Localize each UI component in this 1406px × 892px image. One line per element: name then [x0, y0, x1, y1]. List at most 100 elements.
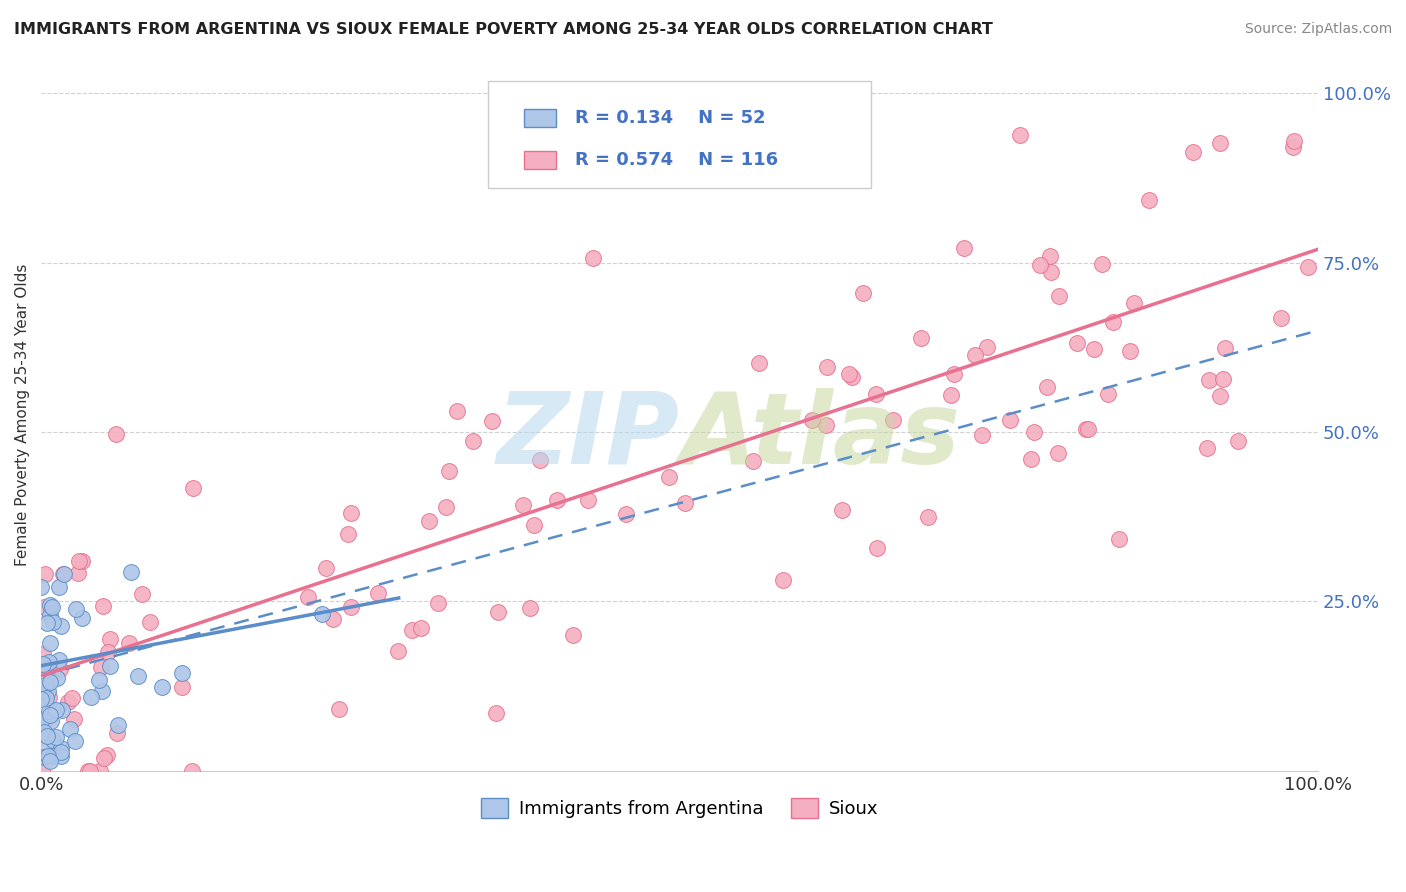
Point	[38, 755, 60, 769]
Point	[461, 434, 484, 448]
Point	[519, 600, 541, 615]
Point	[882, 413, 904, 427]
Point	[942, 367, 965, 381]
Point	[65, 601, 87, 615]
Point	[131, 587, 153, 601]
Point	[582, 252, 605, 266]
Point	[1137, 193, 1160, 207]
Point	[614, 507, 637, 521]
Point	[120, 566, 142, 580]
Point	[815, 360, 838, 375]
Point	[976, 340, 998, 354]
Point	[35, 691, 58, 706]
Point	[866, 541, 889, 555]
Point	[105, 726, 128, 740]
Point	[96, 748, 118, 763]
Point	[89, 764, 111, 778]
Point	[104, 426, 127, 441]
Point	[1029, 259, 1052, 273]
Point	[42, 749, 65, 764]
Point	[1182, 145, 1205, 159]
Point	[1083, 342, 1105, 356]
Point	[1039, 248, 1062, 262]
Point	[941, 387, 963, 401]
Point	[38, 636, 60, 650]
Point	[1215, 342, 1237, 356]
Point	[67, 554, 90, 568]
Point	[32, 725, 55, 739]
Point	[30, 692, 52, 706]
Point	[45, 730, 67, 744]
Point	[1074, 422, 1097, 436]
Point	[972, 427, 994, 442]
Legend: Immigrants from Argentina, Sioux: Immigrants from Argentina, Sioux	[474, 790, 886, 826]
Point	[56, 695, 79, 709]
Point	[38, 655, 60, 669]
Point	[1022, 425, 1045, 439]
Point	[87, 673, 110, 688]
Point	[39, 714, 62, 728]
Text: R = 0.134    N = 52: R = 0.134 N = 52	[575, 109, 765, 127]
Point	[952, 241, 974, 255]
Point	[170, 680, 193, 694]
Point	[1282, 139, 1305, 153]
Text: Source: ZipAtlas.com: Source: ZipAtlas.com	[1244, 22, 1392, 37]
Point	[1209, 136, 1232, 151]
Point	[1227, 434, 1250, 448]
FancyBboxPatch shape	[524, 152, 555, 169]
Point	[35, 729, 58, 743]
Point	[1212, 372, 1234, 386]
Point	[434, 500, 457, 514]
Point	[38, 704, 60, 718]
Point	[1077, 422, 1099, 436]
Point	[841, 369, 863, 384]
Point	[70, 610, 93, 624]
Point	[1119, 343, 1142, 358]
Point	[91, 599, 114, 613]
Point	[546, 493, 568, 508]
Point	[1036, 380, 1059, 394]
Point	[865, 386, 887, 401]
Point	[561, 628, 583, 642]
Point	[37, 662, 59, 676]
Point	[1047, 446, 1070, 460]
Point	[118, 636, 141, 650]
Point	[39, 598, 62, 612]
Point	[127, 669, 149, 683]
Point	[48, 653, 70, 667]
Point	[170, 666, 193, 681]
Point	[340, 599, 363, 614]
FancyBboxPatch shape	[488, 81, 872, 187]
Point	[38, 607, 60, 622]
Point	[418, 514, 440, 528]
Point	[1019, 451, 1042, 466]
Point	[1097, 386, 1119, 401]
Point	[52, 567, 75, 582]
Point	[814, 417, 837, 432]
Point	[38, 690, 60, 705]
Point	[49, 741, 72, 756]
Point	[34, 566, 56, 581]
Point	[32, 750, 55, 764]
Point	[32, 600, 55, 615]
Point	[48, 663, 70, 677]
Point	[1108, 532, 1130, 546]
Point	[67, 566, 90, 580]
Point	[37, 749, 59, 764]
Point	[387, 643, 409, 657]
Point	[60, 691, 83, 706]
Point	[1282, 134, 1305, 148]
Point	[49, 619, 72, 633]
Point	[1208, 389, 1230, 403]
Point	[35, 740, 58, 755]
Point	[181, 764, 204, 778]
Point	[439, 464, 461, 478]
Point	[485, 706, 508, 720]
Point	[311, 607, 333, 621]
Point	[45, 703, 67, 717]
Point	[49, 748, 72, 763]
Point	[963, 348, 986, 362]
Point	[31, 712, 53, 726]
Point	[30, 581, 52, 595]
Point	[512, 498, 534, 512]
